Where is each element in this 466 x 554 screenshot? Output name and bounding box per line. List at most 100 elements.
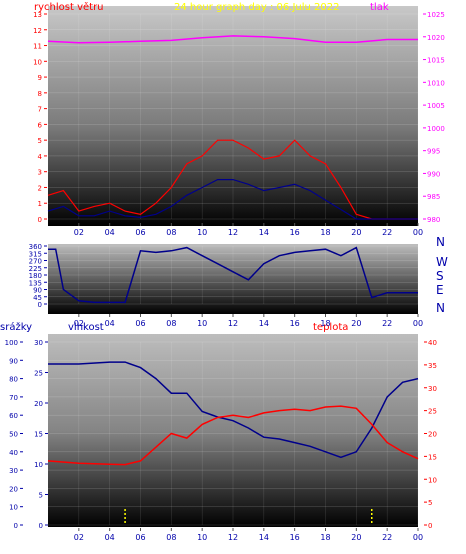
temperature-line <box>47 405 419 466</box>
x-tick-label: 14 <box>259 228 269 237</box>
rain-axis-tick-label: 0 <box>14 522 18 530</box>
direction-axis-tick-label: 315 <box>29 250 42 258</box>
pressure-axis-tick-label: 1005 <box>427 102 445 110</box>
x-tick-label: 22 <box>382 533 392 542</box>
x-tick-label: 02 <box>74 533 84 542</box>
rain-axis-tick-label: 10 <box>9 504 18 512</box>
humidity-axis-tick-label: 20 <box>34 400 43 408</box>
wind-axis-tick-label: 2 <box>38 184 42 192</box>
direction-axis-tick-label: 270 <box>29 258 42 266</box>
wind-axis-tick-label: 12 <box>33 27 42 35</box>
wind-axis-tick-label: 11 <box>33 43 42 51</box>
humidity-axis-tick-label: 25 <box>34 370 43 378</box>
pressure-title: tlak <box>370 2 389 13</box>
temperature-axis-tick-label: 25 <box>428 408 437 416</box>
direction-axis-tick-label: 360 <box>29 243 42 251</box>
x-tick-label: 08 <box>166 228 176 237</box>
temperature-axis-tick-label: 20 <box>428 431 437 439</box>
wind-axis-tick-label: 13 <box>33 11 42 19</box>
rain-axis-tick-label: 80 <box>9 376 18 384</box>
wind-axis-tick-label: 4 <box>38 153 43 161</box>
x-tick-label: 16 <box>290 319 300 328</box>
x-tick-label: 20 <box>351 319 361 328</box>
temperature-axis-tick-label: 30 <box>428 385 437 393</box>
humidity-axis-tick-label: 10 <box>34 461 43 469</box>
pressure-axis-tick-label: 990 <box>427 170 440 178</box>
temperature-axis-tick-label: 0 <box>428 522 432 530</box>
x-tick-label: 06 <box>135 319 145 328</box>
wind-axis-tick-label: 5 <box>38 137 42 145</box>
direction-axis-tick-label: 90 <box>33 287 42 295</box>
rain-axis-tick-label: 90 <box>9 357 18 365</box>
humidity-temperature-chart: 0102030405060708090100051015202530051015… <box>5 339 437 542</box>
pressure-axis-tick-label: 1020 <box>427 34 445 42</box>
direction-axis-tick-label: 45 <box>33 294 42 302</box>
humidity-axis-tick-label: 30 <box>34 339 43 347</box>
humidity-axis-tick-label: 0 <box>39 522 43 530</box>
compass-label: N <box>436 301 445 315</box>
x-tick-label: 04 <box>105 228 115 237</box>
pressure-axis-tick-label: 995 <box>427 148 440 156</box>
pressure-axis-tick-label: 985 <box>427 193 440 201</box>
x-tick-label: 00 <box>413 319 423 328</box>
wind-gust-line <box>47 139 418 220</box>
rain-axis-tick-label: 60 <box>9 412 18 420</box>
x-tick-label: 06 <box>135 533 145 542</box>
temperature-axis-tick-label: 15 <box>428 453 437 461</box>
x-tick-label: 10 <box>197 228 207 237</box>
wind-axis-tick-label: 6 <box>38 121 43 129</box>
humidity-axis-tick-label: 5 <box>39 492 43 500</box>
pressure-line <box>47 35 418 44</box>
pressure-axis-tick-label: 1015 <box>427 57 445 65</box>
wind-pressure-chart: 0123456789101112139809859909951000100510… <box>33 11 445 237</box>
x-tick-label: 10 <box>197 319 207 328</box>
direction-axis-tick-label: 225 <box>29 265 42 273</box>
x-tick-label: 12 <box>228 533 238 542</box>
rain-axis-tick-label: 20 <box>9 485 18 493</box>
temperature-axis-tick-label: 10 <box>428 476 437 484</box>
rain-title: srážky <box>0 321 32 333</box>
wind-axis-tick-label: 7 <box>38 106 42 114</box>
rain-axis-tick-label: 40 <box>9 449 18 457</box>
x-tick-label: 14 <box>259 319 269 328</box>
wind-speed-line <box>47 179 418 220</box>
x-tick-label: 18 <box>320 533 330 542</box>
x-tick-label: 22 <box>382 228 392 237</box>
compass-label: N <box>436 235 445 249</box>
temperature-axis-tick-label: 35 <box>428 362 437 370</box>
pressure-axis-tick-label: 1010 <box>427 79 445 87</box>
wind-axis-tick-label: 8 <box>38 90 42 98</box>
x-tick-label: 12 <box>228 228 238 237</box>
x-tick-label: 00 <box>413 533 423 542</box>
temperature-axis-tick-label: 5 <box>428 499 432 507</box>
compass-label: S <box>436 269 444 283</box>
rain-axis-tick-label: 70 <box>9 394 18 402</box>
x-tick-label: 16 <box>290 228 300 237</box>
rain-axis-tick-label: 50 <box>9 431 18 439</box>
humidity-temperature-plot-area <box>48 334 418 527</box>
x-tick-label: 14 <box>259 533 269 542</box>
chart-title: 24 hour graph day : 06.Julu 2022 <box>174 2 340 13</box>
direction-axis-tick-label: 180 <box>29 272 42 280</box>
x-tick-label: 16 <box>290 533 300 542</box>
x-tick-label: 10 <box>197 533 207 542</box>
wind-axis-tick-label: 9 <box>38 74 42 82</box>
rain-axis-tick-label: 30 <box>9 467 18 475</box>
temperature-axis-tick-label: 40 <box>428 339 437 347</box>
pressure-axis-tick-label: 980 <box>427 216 440 224</box>
wind-speed-title: rychlost větru <box>34 1 104 13</box>
x-tick-label: 18 <box>320 319 330 328</box>
compass-label: E <box>436 283 444 297</box>
x-tick-label: 12 <box>228 319 238 328</box>
wind-axis-tick-label: 0 <box>38 216 42 224</box>
rain-axis-tick-label: 100 <box>5 339 18 347</box>
x-tick-label: 00 <box>413 228 423 237</box>
wind-axis-tick-label: 3 <box>38 169 42 177</box>
wind-direction-line <box>48 246 418 304</box>
x-tick-label: 02 <box>74 319 84 328</box>
x-tick-label: 04 <box>105 319 115 328</box>
